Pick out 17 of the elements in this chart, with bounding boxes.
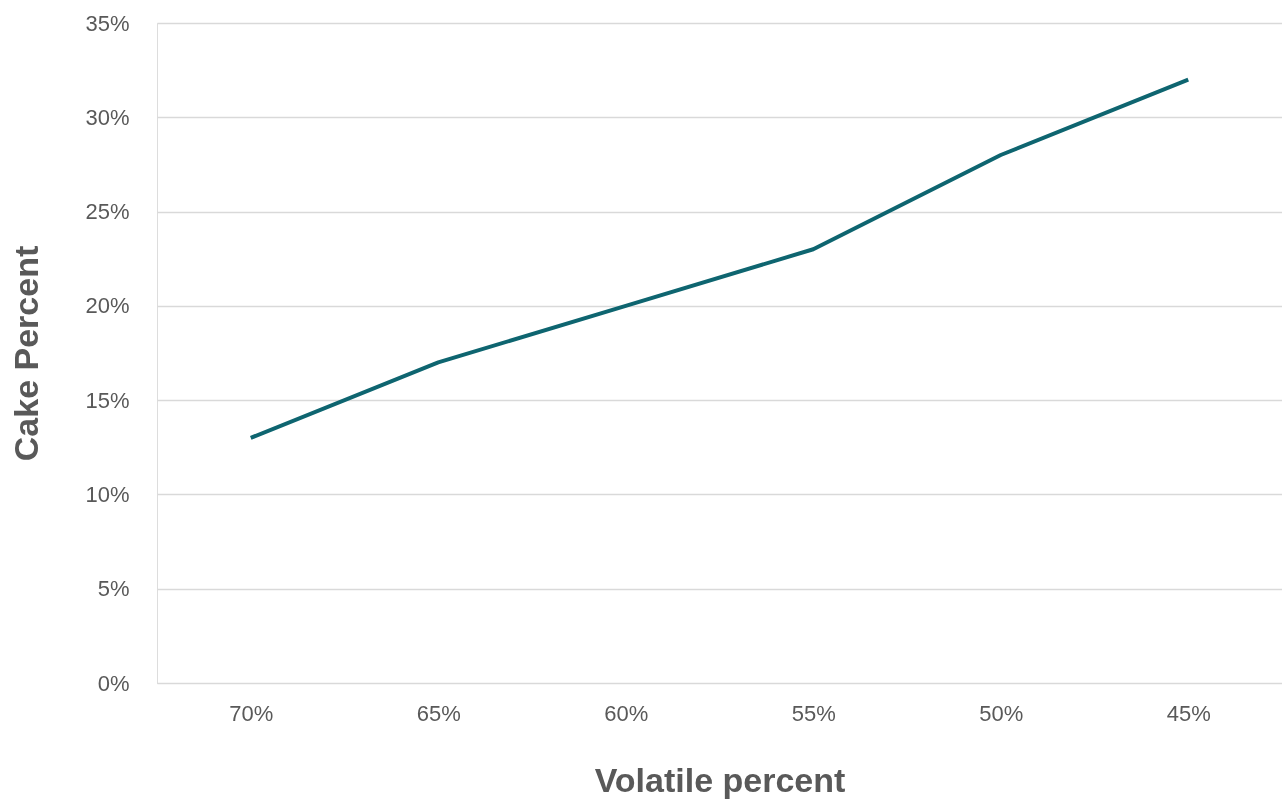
x-tick-label: 65% xyxy=(416,700,461,726)
y-tick-label: 0% xyxy=(97,670,130,696)
y-tick-label: 35% xyxy=(85,10,130,36)
x-tick-label: 50% xyxy=(979,700,1024,726)
x-tick-label: 55% xyxy=(791,700,836,726)
y-tick-label: 5% xyxy=(97,576,130,602)
y-axis-title: Cake Percent xyxy=(7,245,46,462)
x-tick-label: 70% xyxy=(229,700,274,726)
y-tick-label: 30% xyxy=(85,104,130,130)
y-tick-label: 15% xyxy=(85,387,130,413)
y-tick-label: 25% xyxy=(85,199,130,225)
x-tick-label: 45% xyxy=(1166,700,1211,726)
x-axis-title: Volatile percent xyxy=(594,760,846,799)
y-tick-label: 20% xyxy=(85,293,130,319)
x-tick-label: 60% xyxy=(604,700,649,726)
line-series xyxy=(248,77,1191,440)
y-tick-label: 10% xyxy=(85,481,130,507)
